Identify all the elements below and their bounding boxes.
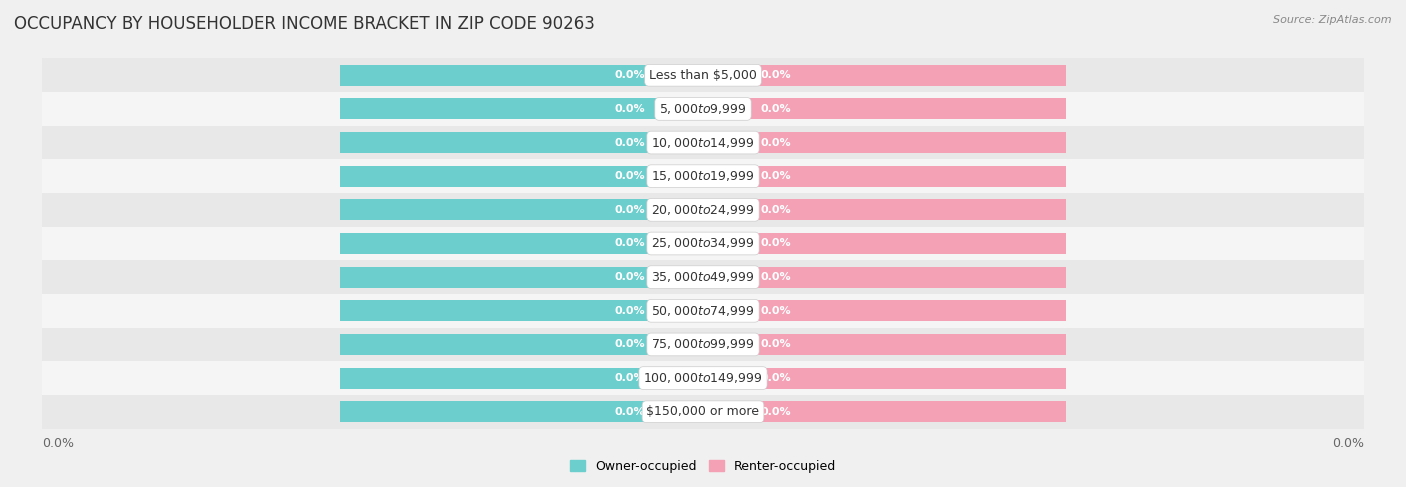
Text: 0.0%: 0.0%: [761, 339, 792, 350]
Text: 0.0%: 0.0%: [1331, 437, 1364, 450]
Bar: [749, 132, 1066, 153]
Text: 0.0%: 0.0%: [761, 373, 792, 383]
Bar: [339, 401, 657, 422]
Bar: [749, 401, 1066, 422]
Text: $10,000 to $14,999: $10,000 to $14,999: [651, 135, 755, 150]
Text: 0.0%: 0.0%: [761, 205, 792, 215]
Bar: [749, 199, 1066, 220]
Bar: [749, 368, 1066, 389]
Bar: [749, 98, 1066, 119]
Bar: [749, 65, 1066, 86]
Bar: [339, 368, 657, 389]
Bar: [339, 334, 657, 355]
Text: $100,000 to $149,999: $100,000 to $149,999: [644, 371, 762, 385]
Bar: [42, 328, 1364, 361]
Text: 0.0%: 0.0%: [761, 306, 792, 316]
Text: OCCUPANCY BY HOUSEHOLDER INCOME BRACKET IN ZIP CODE 90263: OCCUPANCY BY HOUSEHOLDER INCOME BRACKET …: [14, 15, 595, 33]
Bar: [42, 226, 1364, 261]
Bar: [42, 92, 1364, 126]
Bar: [42, 395, 1364, 429]
Text: 0.0%: 0.0%: [614, 339, 645, 350]
Bar: [339, 233, 657, 254]
Bar: [749, 267, 1066, 288]
Bar: [339, 166, 657, 187]
Text: $75,000 to $99,999: $75,000 to $99,999: [651, 337, 755, 352]
Text: 0.0%: 0.0%: [761, 137, 792, 148]
Text: $25,000 to $34,999: $25,000 to $34,999: [651, 237, 755, 250]
Text: 0.0%: 0.0%: [42, 437, 75, 450]
Bar: [749, 233, 1066, 254]
Text: 0.0%: 0.0%: [761, 104, 792, 114]
Text: 0.0%: 0.0%: [614, 171, 645, 181]
Bar: [339, 300, 657, 321]
Bar: [339, 267, 657, 288]
Text: 0.0%: 0.0%: [614, 137, 645, 148]
Text: 0.0%: 0.0%: [761, 272, 792, 282]
Text: 0.0%: 0.0%: [614, 407, 645, 417]
Text: 0.0%: 0.0%: [614, 104, 645, 114]
Bar: [339, 199, 657, 220]
Text: 0.0%: 0.0%: [761, 239, 792, 248]
Text: Less than $5,000: Less than $5,000: [650, 69, 756, 82]
Bar: [42, 261, 1364, 294]
Bar: [749, 166, 1066, 187]
Bar: [42, 126, 1364, 159]
Text: 0.0%: 0.0%: [614, 272, 645, 282]
Bar: [339, 132, 657, 153]
Text: $5,000 to $9,999: $5,000 to $9,999: [659, 102, 747, 116]
Bar: [749, 334, 1066, 355]
Text: $20,000 to $24,999: $20,000 to $24,999: [651, 203, 755, 217]
Bar: [749, 300, 1066, 321]
Text: 0.0%: 0.0%: [614, 205, 645, 215]
Text: Source: ZipAtlas.com: Source: ZipAtlas.com: [1274, 15, 1392, 25]
Bar: [339, 65, 657, 86]
Bar: [42, 294, 1364, 328]
Legend: Owner-occupied, Renter-occupied: Owner-occupied, Renter-occupied: [565, 455, 841, 478]
Text: 0.0%: 0.0%: [761, 70, 792, 80]
Text: $35,000 to $49,999: $35,000 to $49,999: [651, 270, 755, 284]
Text: 0.0%: 0.0%: [614, 239, 645, 248]
Text: $50,000 to $74,999: $50,000 to $74,999: [651, 304, 755, 318]
Bar: [42, 159, 1364, 193]
Bar: [42, 361, 1364, 395]
Text: $15,000 to $19,999: $15,000 to $19,999: [651, 169, 755, 183]
Text: 0.0%: 0.0%: [614, 306, 645, 316]
Bar: [42, 58, 1364, 92]
Text: 0.0%: 0.0%: [614, 373, 645, 383]
Text: 0.0%: 0.0%: [614, 70, 645, 80]
Bar: [42, 193, 1364, 226]
Bar: [339, 98, 657, 119]
Text: $150,000 or more: $150,000 or more: [647, 405, 759, 418]
Text: 0.0%: 0.0%: [761, 171, 792, 181]
Text: 0.0%: 0.0%: [761, 407, 792, 417]
